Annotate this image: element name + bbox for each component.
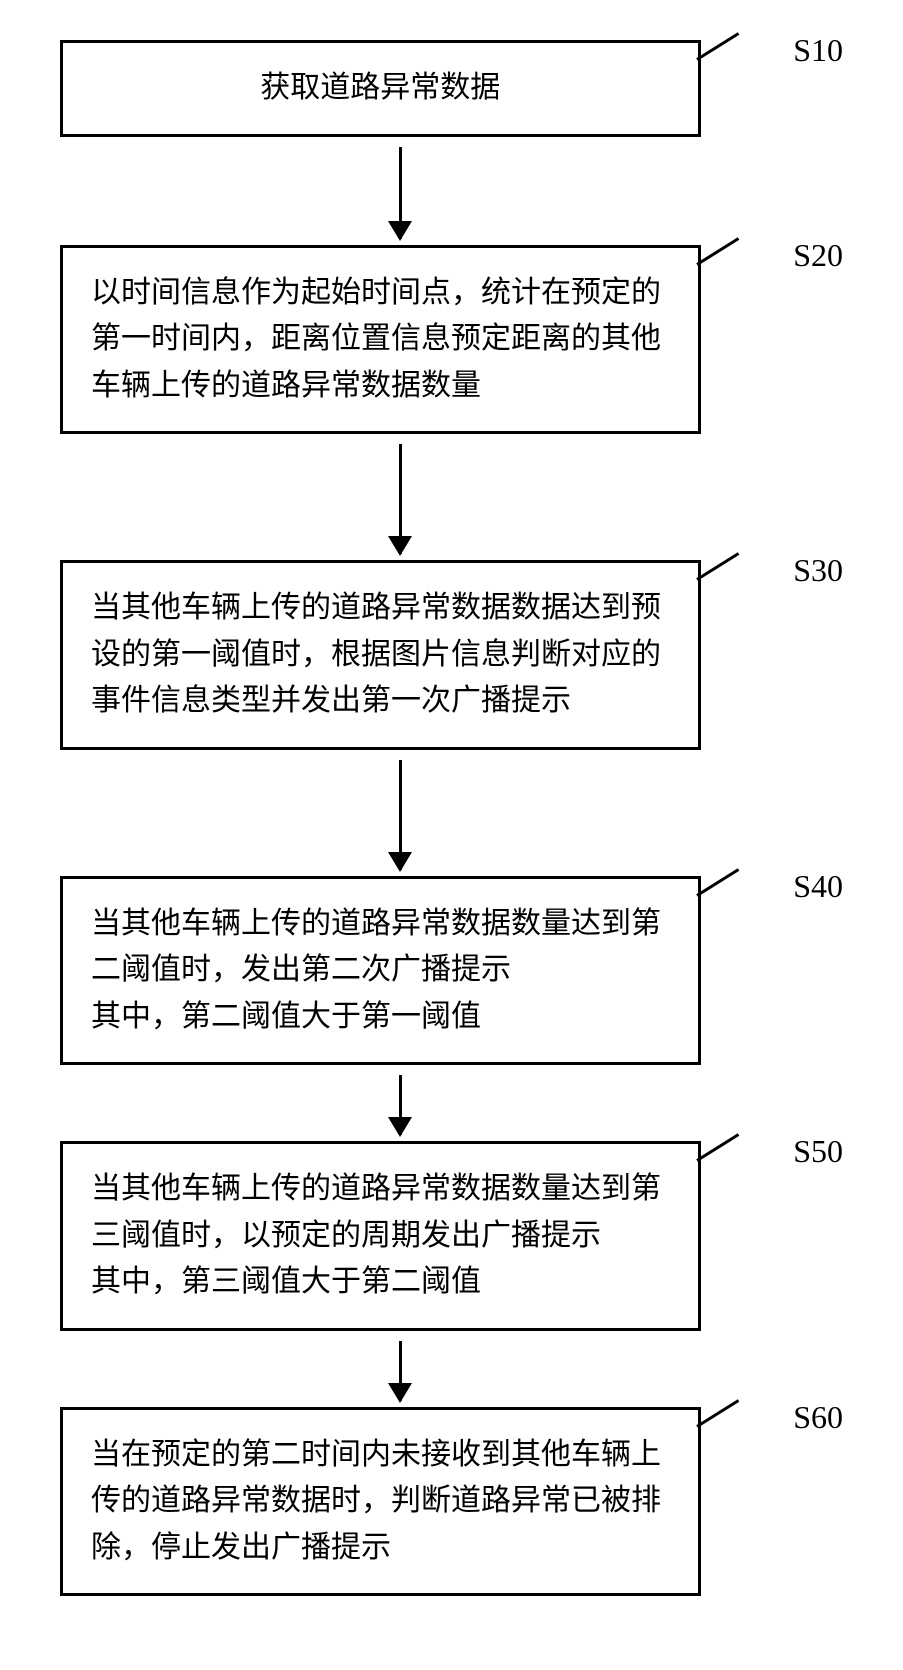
arrow-wrap — [60, 1331, 740, 1407]
flowchart-container: 获取道路异常数据 S10 以时间信息作为起始时间点，统计在预定的第一时间内，距离… — [0, 0, 903, 1636]
arrow-wrap — [60, 137, 740, 245]
arrow-icon — [399, 760, 402, 870]
arrow-wrap — [60, 750, 740, 876]
flow-node-s30: 当其他车辆上传的道路异常数据数据达到预设的第一阈值时，根据图片信息判断对应的事件… — [60, 560, 701, 750]
arrow-icon — [399, 1075, 402, 1135]
flow-row: 以时间信息作为起始时间点，统计在预定的第一时间内，距离位置信息预定距离的其他车辆… — [60, 245, 843, 435]
flow-row: 当在预定的第二时间内未接收到其他车辆上传的道路异常数据时，判断道路异常已被排除，… — [60, 1407, 843, 1597]
flow-node-s10: 获取道路异常数据 — [60, 40, 701, 137]
arrow-icon — [399, 1341, 402, 1401]
leader-line — [696, 32, 739, 60]
flow-label-s20: S20 — [793, 237, 843, 274]
arrow-icon — [399, 444, 402, 554]
flow-row: 当其他车辆上传的道路异常数据数量达到第二阈值时，发出第二次广播提示其中，第二阈值… — [60, 876, 843, 1066]
flow-row: 当其他车辆上传的道路异常数据数量达到第三阈值时，以预定的周期发出广播提示其中，第… — [60, 1141, 843, 1331]
flow-label-s50: S50 — [793, 1133, 843, 1170]
flow-node-s20: 以时间信息作为起始时间点，统计在预定的第一时间内，距离位置信息预定距离的其他车辆… — [60, 245, 701, 435]
arrow-icon — [399, 147, 402, 239]
flow-label-s30: S30 — [793, 552, 843, 589]
flow-label-s10: S10 — [793, 32, 843, 69]
flow-node-s40: 当其他车辆上传的道路异常数据数量达到第二阈值时，发出第二次广播提示其中，第二阈值… — [60, 876, 701, 1066]
flow-row: 获取道路异常数据 S10 — [60, 40, 843, 137]
flow-node-s60: 当在预定的第二时间内未接收到其他车辆上传的道路异常数据时，判断道路异常已被排除，… — [60, 1407, 701, 1597]
flow-label-s40: S40 — [793, 868, 843, 905]
flow-label-s60: S60 — [793, 1399, 843, 1436]
arrow-wrap — [60, 1065, 740, 1141]
flow-row: 当其他车辆上传的道路异常数据数据达到预设的第一阈值时，根据图片信息判断对应的事件… — [60, 560, 843, 750]
flow-node-s50: 当其他车辆上传的道路异常数据数量达到第三阈值时，以预定的周期发出广播提示其中，第… — [60, 1141, 701, 1331]
arrow-wrap — [60, 434, 740, 560]
